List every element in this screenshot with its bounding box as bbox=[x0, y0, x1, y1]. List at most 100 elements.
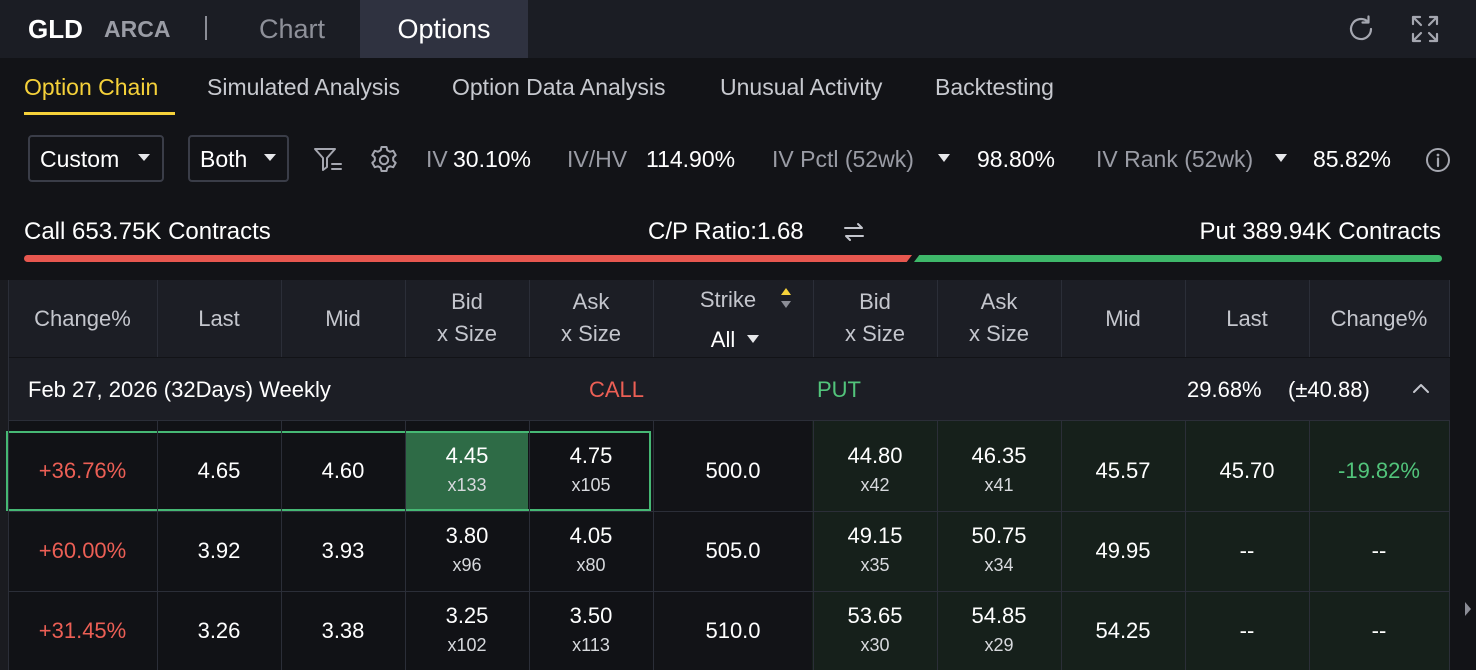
call-change-cell[interactable]: +60.00% bbox=[38, 538, 127, 563]
call-bid-cell-price: 3.25 bbox=[445, 603, 489, 628]
call-bid-cell[interactable]: 3.25 x102 bbox=[405, 603, 529, 656]
header-put-bid-line2: x Size bbox=[845, 321, 905, 346]
header-put-ask-line1: Ask bbox=[980, 289, 1018, 314]
call-last-cell[interactable]: 3.26 bbox=[197, 618, 241, 643]
put-bid-cell-size: x35 bbox=[860, 555, 890, 575]
strike-cell[interactable]: 505.0 bbox=[705, 538, 761, 563]
call-mid-cell[interactable]: 4.60 bbox=[321, 458, 365, 483]
refresh-icon[interactable] bbox=[1344, 12, 1378, 46]
range-dropdown[interactable]: Custom bbox=[28, 135, 164, 182]
header-put-bid[interactable]: Bid x Size bbox=[813, 286, 937, 350]
call-mid-cell[interactable]: 3.93 bbox=[321, 538, 365, 563]
put-ask-cell-price: 50.75 bbox=[971, 523, 1027, 548]
tab-unusual-activity[interactable]: Unusual Activity bbox=[720, 74, 883, 100]
expiry-iv: 29.68% bbox=[1187, 377, 1262, 402]
call-bid-cell-size: x96 bbox=[452, 555, 482, 575]
put-change-cell[interactable]: -- bbox=[1371, 538, 1387, 563]
chevron-up-icon[interactable] bbox=[1410, 380, 1432, 396]
tab-option-chain[interactable]: Option Chain bbox=[24, 74, 159, 100]
call-contracts: Call 653.75K Contracts bbox=[24, 218, 271, 245]
call-bid-cell-price: 3.80 bbox=[445, 523, 489, 548]
iv-rank-selector[interactable]: IV Rank (52wk) bbox=[1096, 146, 1254, 172]
expiry-call-label: CALL bbox=[589, 377, 645, 402]
scroll-right-icon[interactable] bbox=[1463, 600, 1473, 618]
expiry-group-header[interactable] bbox=[8, 358, 1450, 420]
put-change-cell[interactable]: -- bbox=[1371, 618, 1387, 643]
strike-filter-dropdown[interactable]: All bbox=[693, 324, 753, 356]
call-last-cell[interactable]: 3.92 bbox=[197, 538, 241, 563]
header-strike[interactable]: Strike bbox=[653, 284, 813, 316]
chevron-down-icon[interactable] bbox=[1275, 154, 1287, 162]
call-last-cell[interactable]: 4.65 bbox=[197, 458, 241, 483]
ticker-symbol[interactable]: GLD bbox=[28, 14, 83, 44]
call-change-cell[interactable]: +31.45% bbox=[38, 618, 127, 643]
info-icon[interactable] bbox=[1425, 147, 1451, 173]
filter-icon[interactable] bbox=[312, 144, 344, 176]
expand-icon[interactable] bbox=[1408, 12, 1442, 46]
header-put-change[interactable]: Change% bbox=[1330, 306, 1428, 331]
header-call-ask-line1: Ask bbox=[572, 289, 610, 314]
call-change-cell[interactable]: +36.76% bbox=[38, 458, 127, 483]
header-call-bid-line2: x Size bbox=[437, 321, 497, 346]
tab-simulated-analysis[interactable]: Simulated Analysis bbox=[207, 74, 401, 100]
call-bid-cell-size: x133 bbox=[447, 475, 487, 495]
put-last-cell[interactable]: -- bbox=[1239, 618, 1255, 643]
call-side-background bbox=[8, 420, 654, 670]
put-bid-cell[interactable]: 49.15 x35 bbox=[813, 523, 937, 576]
chevron-down-icon[interactable] bbox=[938, 154, 950, 162]
call-mid-cell[interactable]: 3.38 bbox=[321, 618, 365, 643]
column-divider bbox=[1185, 280, 1186, 357]
put-bid-cell[interactable]: 53.65 x30 bbox=[813, 603, 937, 656]
call-bid-cell[interactable]: 4.45 x133 bbox=[405, 443, 529, 496]
header-call-last[interactable]: Last bbox=[198, 306, 240, 331]
put-ask-cell[interactable]: 50.75 x34 bbox=[937, 523, 1061, 576]
right-gutter bbox=[1450, 280, 1476, 670]
tab-option-data-analysis[interactable]: Option Data Analysis bbox=[452, 74, 666, 100]
put-mid-cell[interactable]: 45.57 bbox=[1095, 458, 1151, 483]
call-ask-cell-price: 4.05 bbox=[569, 523, 613, 548]
header-put-last[interactable]: Last bbox=[1226, 306, 1268, 331]
iv-pctl-selector[interactable]: IV Pctl (52wk) bbox=[772, 146, 914, 172]
chevron-down-icon[interactable] bbox=[747, 335, 759, 343]
put-last-cell[interactable]: 45.70 bbox=[1219, 458, 1275, 483]
header-call-change[interactable]: Change% bbox=[34, 306, 131, 331]
put-ask-cell-price: 54.85 bbox=[971, 603, 1027, 628]
header-put-ask[interactable]: Ask x Size bbox=[937, 286, 1061, 350]
call-ask-cell-size: x80 bbox=[576, 555, 606, 575]
call-volume-bar bbox=[24, 255, 912, 262]
strike-cell[interactable]: 510.0 bbox=[705, 618, 761, 643]
swap-icon[interactable] bbox=[842, 220, 866, 244]
tab-backtesting[interactable]: Backtesting bbox=[935, 74, 1054, 100]
side-dropdown[interactable]: Both bbox=[188, 135, 289, 182]
header-put-mid[interactable]: Mid bbox=[1105, 306, 1141, 331]
column-divider bbox=[1309, 420, 1310, 670]
sort-icon[interactable] bbox=[780, 287, 792, 309]
expiry-expected-move: (±40.88) bbox=[1288, 377, 1370, 402]
put-bid-cell-price: 44.80 bbox=[847, 443, 903, 468]
header-call-ask[interactable]: Ask x Size bbox=[529, 286, 653, 350]
strike-cell[interactable]: 500.0 bbox=[705, 458, 761, 483]
header-call-bid[interactable]: Bid x Size bbox=[405, 286, 529, 350]
row-divider bbox=[8, 420, 1450, 421]
put-change-cell[interactable]: -19.82% bbox=[1338, 458, 1420, 483]
call-ask-cell[interactable]: 4.05 x80 bbox=[529, 523, 653, 576]
table-header bbox=[8, 280, 1450, 357]
put-bid-cell[interactable]: 44.80 x42 bbox=[813, 443, 937, 496]
tab-chart[interactable]: Chart bbox=[258, 14, 326, 44]
put-ask-cell[interactable]: 46.35 x41 bbox=[937, 443, 1061, 496]
call-ask-cell[interactable]: 3.50 x113 bbox=[529, 603, 653, 656]
tab-options[interactable]: Options bbox=[360, 0, 528, 58]
cp-ratio: C/P Ratio:1.68 bbox=[648, 218, 804, 245]
put-mid-cell[interactable]: 49.95 bbox=[1095, 538, 1151, 563]
column-divider bbox=[937, 280, 938, 357]
column-divider bbox=[813, 420, 814, 670]
gear-icon[interactable] bbox=[368, 144, 400, 176]
call-bid-cell[interactable]: 3.80 x96 bbox=[405, 523, 529, 576]
top-bar: GLD ARCA Chart Options bbox=[0, 0, 1476, 58]
call-ask-cell[interactable]: 4.75 x105 bbox=[529, 443, 653, 496]
put-last-cell[interactable]: -- bbox=[1239, 538, 1255, 563]
call-bid-cell-price: 4.45 bbox=[445, 443, 489, 468]
header-call-mid[interactable]: Mid bbox=[325, 306, 361, 331]
put-ask-cell[interactable]: 54.85 x29 bbox=[937, 603, 1061, 656]
put-mid-cell[interactable]: 54.25 bbox=[1095, 618, 1151, 643]
